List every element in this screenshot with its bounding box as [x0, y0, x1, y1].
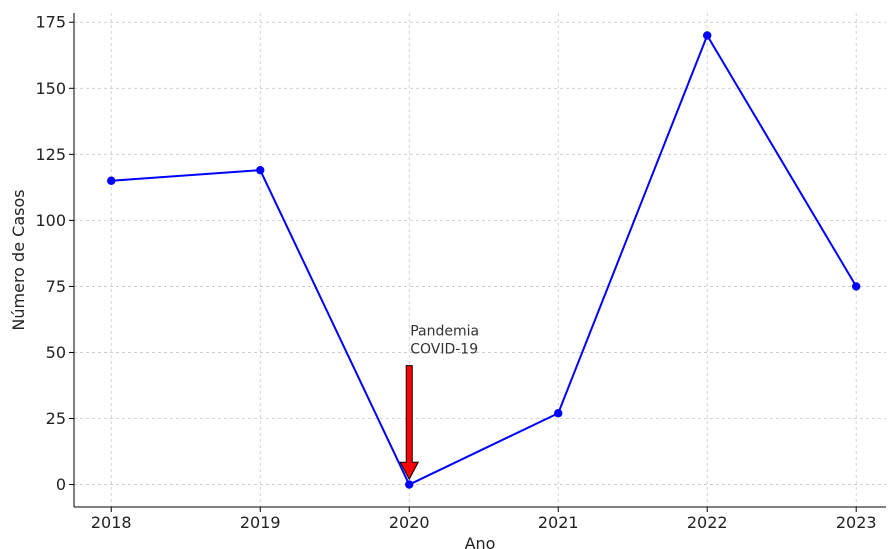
annotation-text: Pandemia — [410, 324, 479, 340]
y-tick-label: 100 — [35, 211, 66, 230]
y-tick-label: 50 — [46, 343, 66, 362]
x-tick-label: 2018 — [91, 513, 132, 532]
y-axis-label: Número de Casos — [9, 189, 28, 330]
x-axis-label: Ano — [465, 534, 496, 549]
x-tick-label: 2020 — [389, 513, 430, 532]
y-tick-label: 175 — [35, 13, 66, 32]
data-point — [405, 480, 414, 489]
x-tick-label: 2023 — [836, 513, 877, 532]
x-tick-label: 2019 — [240, 513, 281, 532]
grid — [74, 13, 886, 507]
x-tick-label: 2021 — [538, 513, 579, 532]
x-tick-label: 2022 — [687, 513, 728, 532]
y-tick-label: 25 — [46, 409, 66, 428]
series-line — [111, 34, 858, 486]
data-point — [852, 282, 861, 291]
y-tick-label: 75 — [46, 277, 66, 296]
axes — [73, 13, 886, 508]
y-tick-label: 150 — [35, 79, 66, 98]
y-tick-label: 0 — [56, 475, 66, 494]
y-tick-label: 125 — [35, 145, 66, 164]
data-point — [107, 176, 116, 185]
series-group — [107, 31, 861, 489]
data-point — [703, 31, 712, 40]
ticks: 2018 2019 2020 2021 2022 2023 0 25 50 75 100 125 150… — [35, 13, 876, 532]
annotation-arrow — [399, 365, 420, 481]
data-point — [256, 165, 265, 175]
annotation-group: Pandemia COVID-19 — [399, 324, 479, 481]
annotation-text: COVID-19 — [410, 342, 478, 358]
data-point — [554, 409, 563, 418]
